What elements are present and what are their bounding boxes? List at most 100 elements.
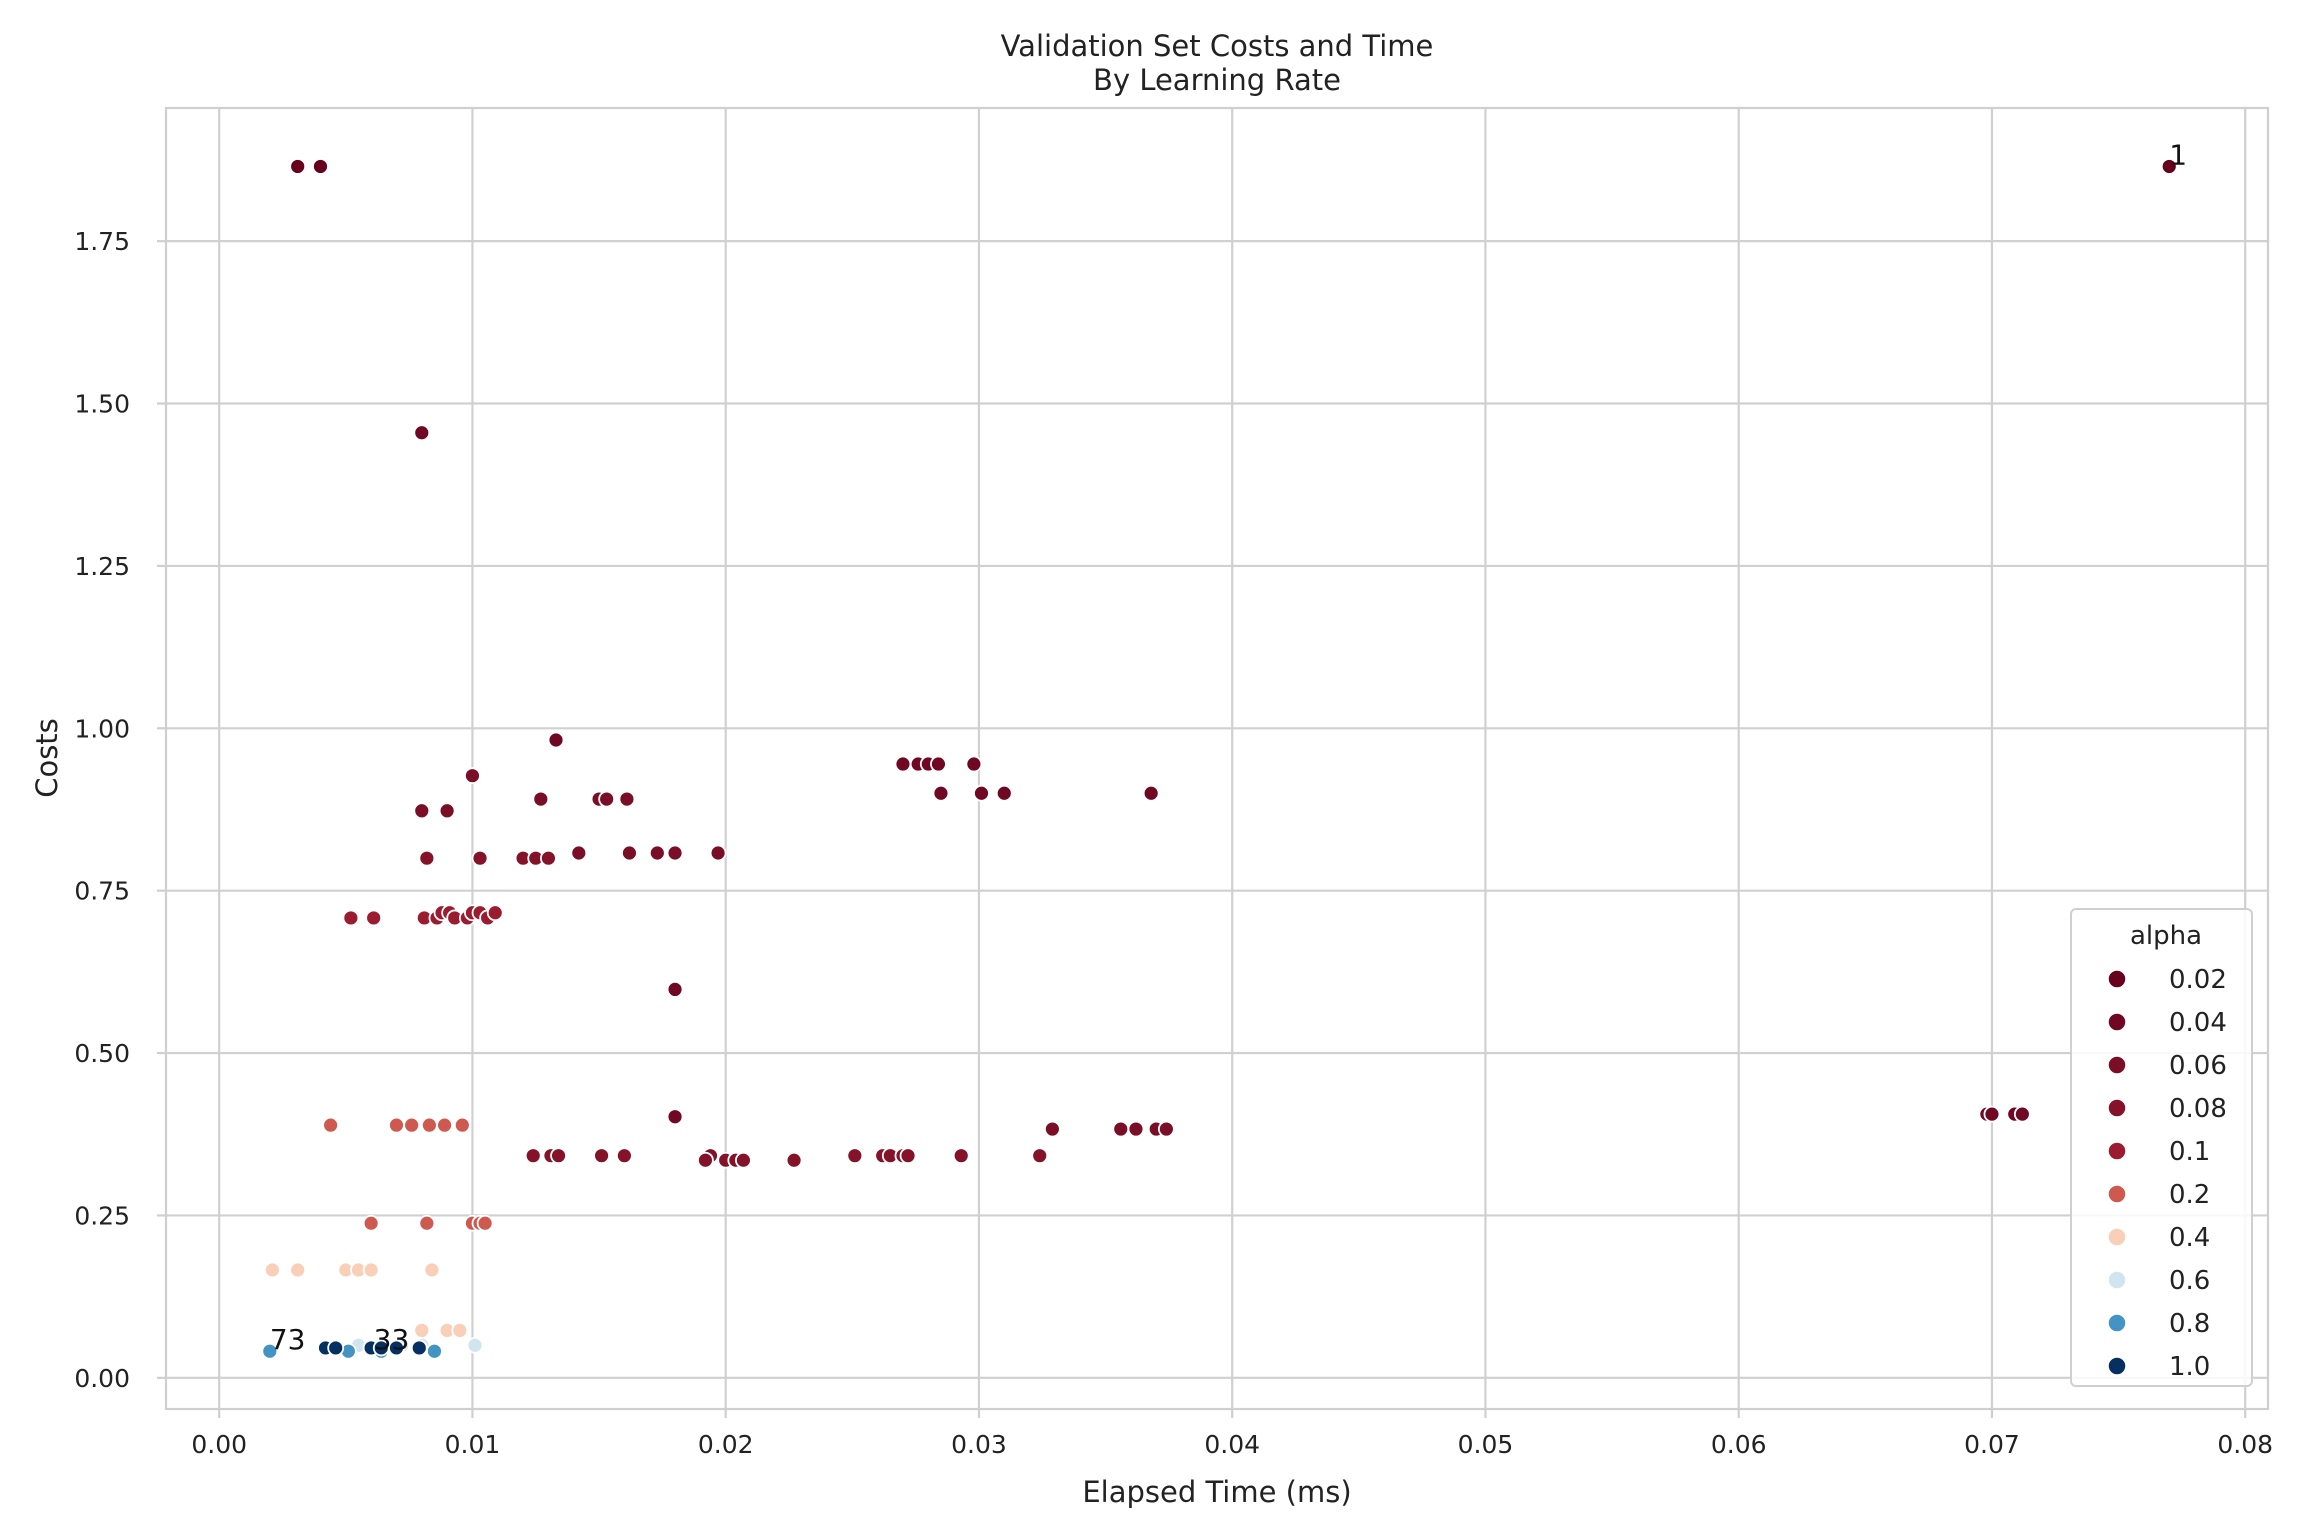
scatter-point	[418, 1214, 436, 1232]
data-points	[261, 158, 2178, 1360]
legend-label: 1.0	[2169, 1352, 2210, 1382]
legend-label: 0.06	[2169, 1051, 2227, 1081]
legend-marker	[2107, 1227, 2127, 1247]
legend-marker	[2107, 1012, 2127, 1032]
legend-label: 0.2	[2169, 1180, 2210, 1210]
scatter-point	[899, 1147, 917, 1165]
legend-label: 0.02	[2169, 965, 2227, 995]
legend-label: 0.1	[2169, 1137, 2210, 1167]
legend-marker	[2107, 1356, 2127, 1376]
scatter-point	[464, 767, 481, 785]
scatter-point	[471, 849, 489, 867]
y-tick-label: 0.25	[74, 1201, 130, 1230]
scatter-point	[362, 1261, 380, 1279]
x-tick-label: 0.01	[445, 1430, 501, 1459]
scatter-point	[952, 1147, 970, 1165]
series-0.2	[322, 1116, 494, 1232]
scatter-point	[410, 1339, 428, 1357]
legend-items: 0.02 0.04 0.06 0.08 0.1 0.2 0.4 0.6 0.8 1.0	[2107, 965, 2227, 1382]
x-axis-label: Elapsed Time (ms)	[1082, 1475, 1351, 1509]
plot-frame	[164, 106, 2270, 1411]
scatter-point	[2013, 1105, 2031, 1123]
scatter-point	[453, 1116, 471, 1134]
scatter-point	[365, 909, 383, 927]
scatter-point	[965, 755, 983, 773]
legend-label: 0.8	[2169, 1309, 2210, 1339]
scatter-point	[436, 1116, 453, 1134]
scatter-point	[420, 1116, 438, 1134]
scatter-point	[2160, 158, 2178, 175]
scatter-point	[735, 1151, 752, 1169]
scatter-point	[1983, 1105, 2001, 1123]
scatter-point	[486, 904, 504, 922]
legend-title: alpha	[2130, 921, 2202, 951]
scatter-point	[423, 1261, 441, 1279]
scatter-point	[362, 1214, 380, 1232]
scatter-point	[1031, 1147, 1049, 1165]
legend-label: 0.04	[2169, 1008, 2227, 1038]
scatter-point	[1127, 1120, 1145, 1138]
legend-item: 0.4	[2107, 1223, 2210, 1253]
chart-title: Validation Set Costs and Time	[1001, 29, 1434, 63]
y-tick-label: 1.50	[74, 390, 130, 419]
legend-marker	[2107, 1098, 2127, 1118]
point-annotation: 1	[2169, 138, 2187, 171]
legend-item: 1.0	[2107, 1352, 2210, 1382]
scatter-point	[388, 1116, 405, 1134]
series-0.06	[413, 767, 1175, 1138]
x-tick-label: 0.02	[698, 1430, 754, 1459]
x-tick-label: 0.08	[2217, 1430, 2273, 1459]
scatter-point	[524, 1147, 542, 1165]
scatter-point	[1142, 784, 1160, 802]
legend-item: 0.04	[2107, 1008, 2227, 1038]
series-1.0	[317, 1339, 428, 1357]
legend-label: 0.4	[2169, 1223, 2210, 1253]
scatter-point	[289, 1261, 307, 1279]
x-tick-label: 0.06	[1711, 1430, 1767, 1459]
scatter-point	[476, 1214, 494, 1232]
scatter-point	[540, 849, 557, 867]
scatter-point	[547, 731, 565, 749]
legend-label: 0.08	[2169, 1094, 2227, 1124]
scatter-point	[263, 1261, 281, 1279]
scatter-point	[451, 1322, 469, 1339]
scatter-point	[973, 784, 990, 802]
chart-subtitle: By Learning Rate	[1093, 63, 1341, 97]
scatter-point	[648, 844, 666, 862]
series-0.4	[263, 1261, 469, 1339]
x-tick-label: 0.04	[1204, 1430, 1260, 1459]
legend-marker	[2107, 1313, 2127, 1333]
legend: alpha 0.02 0.04 0.06 0.08 0.1 0.2 0.4 0.6 0.8 1.0	[2070, 908, 2253, 1387]
legend-item: 0.1	[2107, 1137, 2210, 1167]
point-annotations: 1 73 33	[270, 138, 2187, 1356]
scatter-point	[550, 1147, 567, 1165]
legend-label: 0.6	[2169, 1266, 2210, 1296]
scatter-point	[413, 802, 431, 820]
scatter-point	[621, 844, 638, 862]
scatter-point	[593, 1147, 610, 1165]
y-axis-label: Costs	[30, 718, 64, 798]
scatter-point	[894, 755, 912, 773]
scatter-point	[666, 981, 684, 998]
scatter-point	[932, 784, 950, 802]
scatter-point	[438, 802, 456, 820]
scatter-point	[418, 849, 436, 867]
scatter-point	[312, 158, 329, 175]
legend-item: 0.2	[2107, 1180, 2210, 1210]
x-axis-ticks: 0.00 0.01 0.02 0.03 0.04 0.05 0.06 0.07 0.08	[191, 1409, 2273, 1459]
scatter-point	[403, 1116, 421, 1134]
scatter-point	[1043, 1120, 1061, 1138]
legend-item: 0.8	[2107, 1309, 2210, 1339]
legend-marker	[2107, 1270, 2127, 1290]
legend-item: 0.06	[2107, 1051, 2227, 1081]
point-annotation: 33	[374, 1323, 410, 1356]
legend-item: 0.02	[2107, 965, 2227, 995]
scatter-point	[930, 755, 947, 773]
scatter-point	[342, 909, 360, 927]
scatter-point	[598, 790, 616, 808]
x-tick-label: 0.07	[1964, 1430, 2020, 1459]
series-0.1	[342, 904, 504, 927]
scatter-point	[1157, 1120, 1175, 1138]
x-tick-label: 0.05	[1458, 1430, 1514, 1459]
